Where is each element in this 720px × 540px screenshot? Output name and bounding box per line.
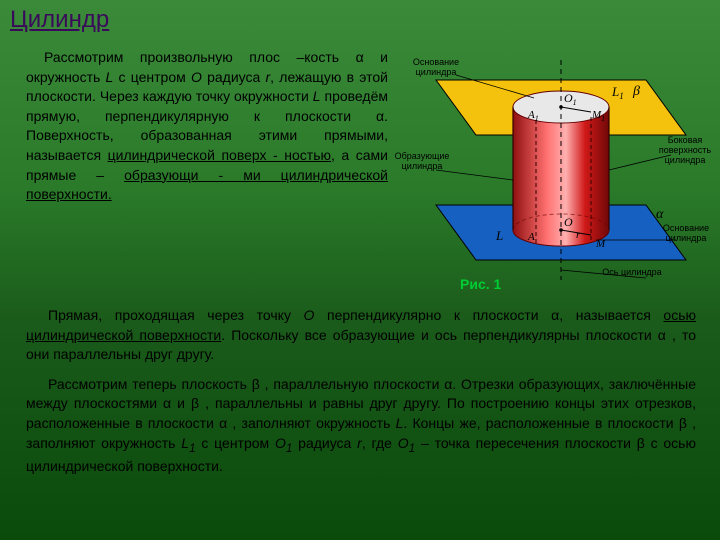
label-lateral: Боковаяповерхностьцилиндра: [654, 136, 716, 166]
r-label: r: [576, 229, 581, 241]
label-top-base: Основаниецилиндра: [406, 58, 466, 78]
A-label: A: [527, 231, 535, 243]
beta-label: β: [632, 84, 640, 99]
figure-caption: Рис. 1: [460, 276, 501, 292]
paragraph-3: Рассмотрим теперь плоскость β , параллел…: [26, 375, 696, 477]
L-label: L: [495, 228, 503, 243]
label-generators: Образующиецилиндра: [392, 152, 452, 172]
paragraph-1: Рассмотрим произвольную плос –кость α и …: [26, 48, 388, 205]
O-label: O: [564, 215, 573, 229]
paragraph-block: Прямая, проходящая через точку O перпенд…: [26, 306, 696, 486]
label-bottom-base: Основаниецилиндра: [656, 224, 716, 244]
label-axis: Ось цилиндра: [592, 268, 672, 278]
alpha-label: α: [656, 207, 664, 222]
page-title: Цилиндр: [10, 6, 109, 34]
paragraph-2: Прямая, проходящая через точку O перпенд…: [26, 306, 696, 365]
